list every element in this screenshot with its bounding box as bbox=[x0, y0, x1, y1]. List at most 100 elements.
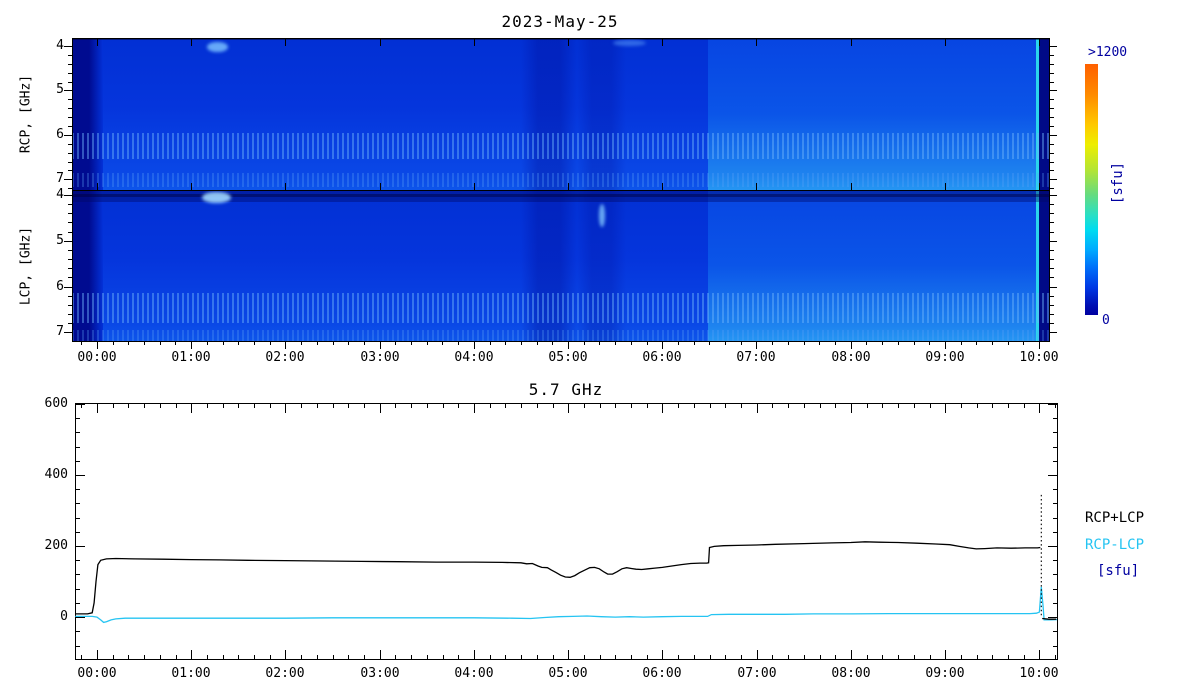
axis-tick bbox=[961, 655, 962, 659]
tick-label: 7 bbox=[56, 171, 64, 186]
axis-tick bbox=[301, 341, 302, 345]
tick-label: 400 bbox=[44, 467, 68, 482]
axis-tick bbox=[537, 655, 538, 659]
axis-tick bbox=[1053, 461, 1057, 462]
series-rcp-lcp bbox=[75, 541, 1041, 615]
axis-tick bbox=[615, 341, 616, 345]
axis-tick bbox=[1050, 296, 1054, 297]
heatmap-layer bbox=[1036, 190, 1039, 341]
axis-tick bbox=[81, 341, 82, 345]
axis-tick bbox=[914, 404, 915, 408]
axis-tick bbox=[1050, 195, 1057, 196]
axis-tick bbox=[757, 650, 758, 659]
axis-tick bbox=[1039, 183, 1040, 190]
heatmap-layer bbox=[202, 191, 231, 204]
axis-tick bbox=[725, 341, 726, 345]
axis-tick bbox=[804, 404, 805, 408]
axis-tick bbox=[1024, 655, 1025, 659]
axis-tick bbox=[68, 277, 72, 278]
colorbar-min-label: 0 bbox=[1102, 313, 1110, 328]
tick-label: 600 bbox=[44, 396, 68, 411]
axis-tick bbox=[443, 404, 444, 408]
axis-tick bbox=[600, 655, 601, 659]
axis-tick bbox=[333, 341, 334, 345]
axis-tick bbox=[76, 574, 80, 575]
axis-tick bbox=[647, 655, 648, 659]
axis-tick bbox=[867, 655, 868, 659]
axis-tick bbox=[254, 655, 255, 659]
axis-tick bbox=[945, 341, 946, 349]
axis-tick bbox=[348, 655, 349, 659]
axis-tick bbox=[741, 341, 742, 345]
axis-tick bbox=[1053, 532, 1057, 533]
axis-tick bbox=[819, 341, 820, 345]
axis-tick bbox=[553, 655, 554, 659]
legend-unit: [sfu] bbox=[1097, 563, 1140, 579]
tick-label: 6 bbox=[56, 127, 64, 142]
tick-label: 5 bbox=[56, 82, 64, 97]
axis-tick bbox=[866, 341, 867, 345]
axis-tick bbox=[64, 241, 72, 242]
axis-tick bbox=[662, 39, 663, 46]
axis-tick bbox=[160, 341, 161, 345]
axis-line bbox=[1057, 403, 1058, 660]
tick-label: 01:00 bbox=[171, 666, 211, 681]
axis-tick bbox=[76, 617, 85, 618]
axis-tick bbox=[191, 404, 192, 413]
axis-tick bbox=[380, 39, 381, 46]
axis-tick bbox=[68, 268, 72, 269]
axis-tick bbox=[76, 404, 85, 405]
axis-tick bbox=[1048, 404, 1057, 405]
axis-tick bbox=[961, 341, 962, 345]
axis-tick bbox=[68, 204, 72, 205]
axis-tick bbox=[1050, 153, 1054, 154]
axis-tick bbox=[458, 404, 459, 408]
axis-tick bbox=[113, 404, 114, 408]
axis-tick bbox=[68, 323, 72, 324]
tick-label: 05:00 bbox=[548, 350, 588, 365]
colorbar-max-label: >1200 bbox=[1088, 45, 1128, 60]
axis-tick bbox=[207, 655, 208, 659]
axis-tick bbox=[851, 650, 852, 659]
axis-tick bbox=[68, 188, 72, 189]
axis-tick bbox=[68, 126, 72, 127]
axis-tick bbox=[64, 287, 72, 288]
axis-tick bbox=[1050, 55, 1054, 56]
axis-tick bbox=[756, 39, 757, 46]
axis-tick bbox=[76, 646, 80, 647]
tick-label: 0 bbox=[60, 609, 68, 624]
axis-tick bbox=[76, 447, 80, 448]
axis-tick bbox=[851, 341, 852, 349]
heatmap-layer bbox=[520, 38, 578, 190]
axis-tick bbox=[1053, 503, 1057, 504]
axis-tick bbox=[537, 404, 538, 408]
axis-tick bbox=[568, 404, 569, 413]
tick-label: 7 bbox=[56, 324, 64, 339]
tick-label: 09:00 bbox=[925, 350, 965, 365]
flux-plot-title: 5.7 GHz bbox=[528, 380, 604, 399]
axis-tick bbox=[835, 655, 836, 659]
axis-tick bbox=[835, 404, 836, 408]
tick-label: 03:00 bbox=[360, 350, 400, 365]
axis-tick bbox=[68, 314, 72, 315]
axis-tick bbox=[615, 655, 616, 659]
axis-tick bbox=[68, 99, 72, 100]
axis-tick bbox=[851, 39, 852, 46]
axis-tick bbox=[851, 183, 852, 190]
axis-tick bbox=[537, 341, 538, 345]
heatmap-layer bbox=[207, 42, 228, 52]
axis-tick bbox=[474, 650, 475, 659]
axis-tick bbox=[64, 195, 72, 196]
axis-tick bbox=[68, 213, 72, 214]
axis-tick bbox=[1048, 475, 1057, 476]
axis-tick bbox=[977, 404, 978, 408]
axis-tick bbox=[68, 305, 72, 306]
axis-tick bbox=[615, 404, 616, 408]
axis-tick bbox=[710, 655, 711, 659]
axis-tick bbox=[97, 39, 98, 46]
axis-tick bbox=[270, 655, 271, 659]
axis-tick bbox=[364, 404, 365, 408]
axis-tick bbox=[568, 39, 569, 46]
axis-tick bbox=[772, 341, 773, 345]
axis-tick bbox=[76, 532, 80, 533]
